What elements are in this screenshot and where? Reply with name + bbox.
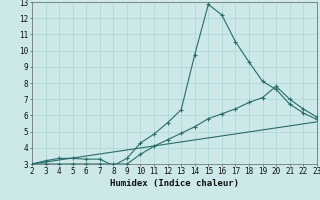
- X-axis label: Humidex (Indice chaleur): Humidex (Indice chaleur): [110, 179, 239, 188]
